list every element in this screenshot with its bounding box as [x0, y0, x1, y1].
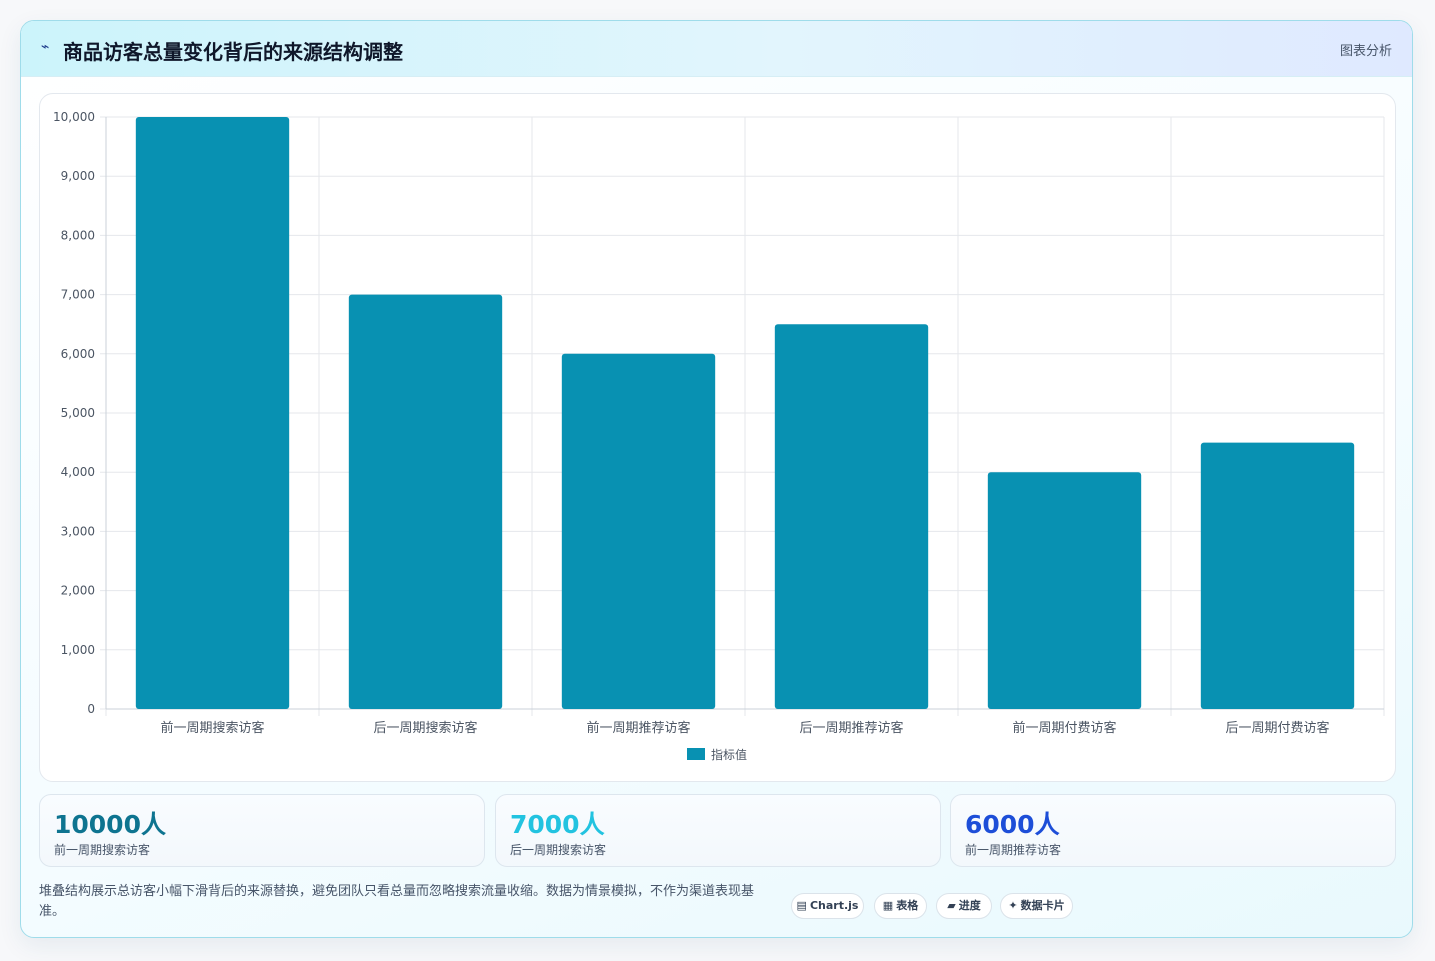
stat-card-1: 10000人 前一周期搜索访客: [39, 794, 485, 867]
table-icon: ▦: [882, 899, 894, 912]
x-tick-label: 后一周期付费访客: [1225, 720, 1329, 736]
card-icon: ✦: [1008, 899, 1018, 912]
y-tick-label: 9,000: [61, 169, 95, 183]
header-tag: 图表分析: [1339, 44, 1392, 59]
stat-label: 后一周期搜索访客: [510, 843, 607, 857]
x-tick-label: 后一周期推荐访客: [799, 720, 903, 736]
y-tick-label: 6,000: [61, 347, 95, 361]
stat-card-2: 7000人 后一周期搜索访客: [495, 794, 941, 867]
y-tick-label: 4,000: [61, 465, 95, 479]
bar: [348, 294, 503, 709]
legend-swatch: [687, 748, 705, 760]
page-title: 商品访客总量变化背后的来源结构调整: [63, 40, 403, 64]
x-tick-label: 前一周期推荐访客: [586, 720, 690, 736]
y-tick-label: 8,000: [61, 228, 95, 242]
stat-label: 前一周期推荐访客: [965, 843, 1062, 857]
trend-line-icon: ⌁: [41, 39, 50, 55]
y-tick-label: 3,000: [61, 524, 95, 538]
pill-label: 表格: [896, 899, 919, 912]
pill-label: 数据卡片: [1020, 899, 1065, 912]
y-tick-label: 10,000: [53, 110, 95, 124]
x-tick-label: 后一周期搜索访客: [373, 720, 477, 736]
stat-value: 7000人: [510, 810, 605, 839]
x-tick-label: 前一周期搜索访客: [160, 720, 264, 736]
chart-icon: ▤: [796, 899, 807, 912]
chart-card: ⌁ 商品访客总量变化背后的来源结构调整 图表分析 0 1,000 2,000 3,00…: [20, 20, 1413, 938]
bar: [774, 324, 929, 709]
pill-progress[interactable]: ▰ 进度: [936, 893, 992, 919]
pill-chartjs[interactable]: ▤ Chart.js: [791, 893, 864, 919]
stat-label: 前一周期搜索访客: [54, 843, 151, 857]
pill-label: Chart.js: [809, 899, 859, 912]
y-tick-label: 7,000: [61, 288, 95, 302]
y-tick-label: 0: [87, 702, 95, 716]
chart-panel: 0 1,000 2,000 3,000 4,000 5,000 6,000 7,000 8,00…: [39, 93, 1396, 782]
bar: [561, 353, 716, 709]
y-tick-label: 1,000: [61, 643, 95, 657]
pill-label: 进度: [958, 899, 981, 912]
y-tick-label: 2,000: [61, 584, 95, 598]
stat-value: 6000人: [965, 810, 1060, 839]
stat-value: 10000人: [54, 810, 166, 839]
pill-table[interactable]: ▦ 表格: [874, 893, 927, 919]
bar-chart: 0 1,000 2,000 3,000 4,000 5,000 6,000 7,000 8,00…: [53, 110, 1385, 762]
bar: [987, 472, 1142, 709]
progress-icon: ▰: [947, 899, 956, 912]
stat-card-3: 6000人 前一周期推荐访客: [950, 794, 1396, 867]
y-tick-label: 5,000: [61, 406, 95, 420]
bar: [1200, 442, 1355, 709]
chart-note: 堆叠结构展示总访客小幅下滑背后的来源替换，避免团队只看总量而忽略搜索流量收缩。数…: [39, 884, 755, 919]
stat-cards: 10000人 前一周期搜索访客 7000人 后一周期搜索访客 6000人 前一周…: [39, 794, 1396, 867]
pill-data-card[interactable]: ✦ 数据卡片: [1000, 893, 1073, 919]
x-tick-label: 前一周期付费访客: [1012, 720, 1116, 736]
card-header: ⌁ 商品访客总量变化背后的来源结构调整 图表分析: [21, 21, 1412, 77]
bar: [135, 117, 290, 709]
legend-label: 指标值: [711, 747, 747, 762]
